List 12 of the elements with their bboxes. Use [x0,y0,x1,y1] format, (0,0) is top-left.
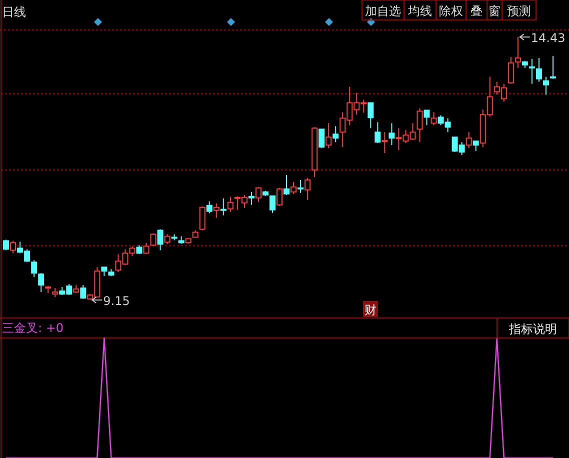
text: 指标说明 [508,322,557,336]
text: 加自选 [365,4,401,18]
annotation: 14.43 [530,31,566,45]
text: 日线 [2,5,26,19]
annotation: 9.15 [103,294,130,308]
text: 预测 [507,4,531,18]
text: 窗 [488,4,500,18]
text: 财 [364,303,376,317]
text: 均线 [407,4,432,18]
text: 除权 [439,4,463,18]
text: 叠 [470,4,482,18]
chart-title: 三金叉: +0 [2,321,64,335]
